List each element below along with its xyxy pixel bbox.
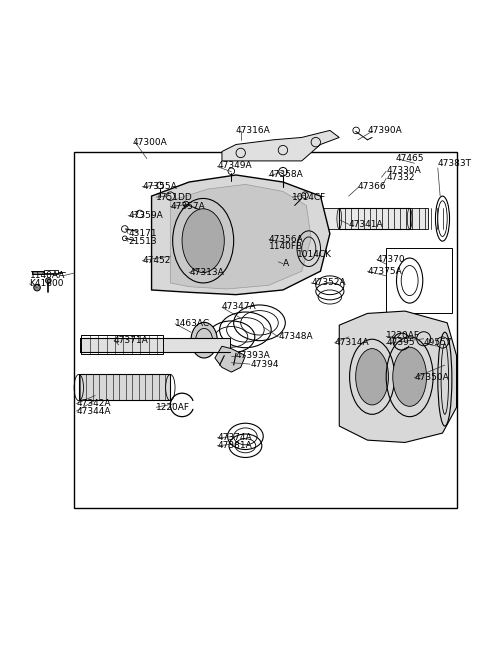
Bar — [339, 208, 409, 229]
Text: 47313A: 47313A — [189, 268, 224, 277]
Text: 47357A: 47357A — [170, 202, 205, 211]
Text: 47330A: 47330A — [386, 166, 421, 175]
Text: 47465: 47465 — [396, 154, 424, 163]
Bar — [74, 151, 456, 508]
Text: 1140FB: 1140FB — [269, 242, 303, 252]
Polygon shape — [152, 175, 330, 295]
Text: 47355A: 47355A — [142, 182, 177, 191]
Text: 47366: 47366 — [358, 182, 387, 191]
Bar — [81, 335, 163, 354]
Text: 47348A: 47348A — [278, 332, 313, 341]
Text: 47383T: 47383T — [438, 159, 472, 168]
Text: 1014CF: 1014CF — [292, 193, 326, 202]
Text: 47371A: 47371A — [114, 335, 149, 345]
Text: 47342A: 47342A — [76, 399, 111, 408]
Circle shape — [34, 284, 40, 291]
Text: 47370: 47370 — [377, 255, 406, 264]
Text: A: A — [283, 259, 289, 268]
Bar — [297, 208, 429, 229]
Ellipse shape — [393, 347, 427, 406]
Text: 21513: 21513 — [128, 237, 156, 246]
Bar — [79, 375, 170, 400]
Text: 47347A: 47347A — [222, 302, 257, 311]
Text: 47300A: 47300A — [133, 138, 168, 147]
Text: 47359A: 47359A — [128, 212, 163, 220]
Text: 47358A: 47358A — [269, 170, 304, 179]
Text: 47394: 47394 — [250, 360, 278, 369]
Text: 47350A: 47350A — [414, 373, 449, 383]
Text: 47393A: 47393A — [236, 351, 271, 360]
Text: 47314A: 47314A — [335, 338, 369, 347]
Text: 47352A: 47352A — [311, 278, 346, 288]
Text: 47349A: 47349A — [217, 161, 252, 170]
Text: 47332: 47332 — [386, 173, 415, 182]
Text: 47375A: 47375A — [367, 267, 402, 276]
Text: 47341A: 47341A — [348, 220, 383, 229]
Text: 1220AF: 1220AF — [156, 403, 190, 412]
Polygon shape — [215, 346, 245, 372]
Bar — [386, 248, 452, 314]
Bar — [44, 271, 58, 274]
Bar — [32, 271, 44, 274]
Text: 47395: 47395 — [386, 338, 415, 347]
Polygon shape — [170, 184, 311, 289]
Text: 1751DD: 1751DD — [156, 193, 193, 202]
Text: 47452: 47452 — [142, 256, 170, 265]
Ellipse shape — [182, 209, 224, 272]
Ellipse shape — [191, 322, 217, 358]
Bar — [80, 338, 230, 352]
Text: 43171: 43171 — [128, 229, 156, 238]
Text: 1463AC: 1463AC — [175, 319, 210, 328]
Text: 49557: 49557 — [424, 338, 452, 347]
Text: 47374A: 47374A — [217, 433, 252, 442]
Text: 1140AA: 1140AA — [30, 271, 65, 280]
Circle shape — [46, 278, 51, 284]
Text: 1220AF: 1220AF — [386, 331, 420, 340]
Text: 47356A: 47356A — [269, 234, 304, 244]
Text: 47344A: 47344A — [76, 407, 111, 415]
Bar — [79, 375, 170, 400]
Polygon shape — [222, 130, 339, 161]
Text: 47381A: 47381A — [217, 441, 252, 450]
Text: 47390A: 47390A — [367, 126, 402, 135]
Text: 1014CK: 1014CK — [297, 250, 332, 259]
Ellipse shape — [356, 348, 388, 405]
Polygon shape — [339, 311, 456, 443]
Text: 47316A: 47316A — [236, 126, 271, 135]
Text: K41800: K41800 — [30, 280, 64, 288]
